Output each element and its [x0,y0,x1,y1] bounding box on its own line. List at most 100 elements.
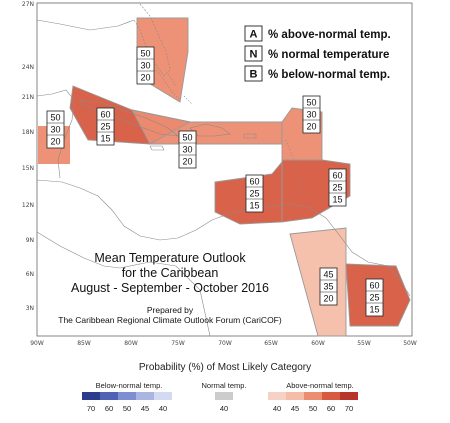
region-box-frame [365,278,384,317]
lon-tick-label: 90W [30,340,44,347]
region-normal-value: 25 [100,122,110,132]
region-box-southern-antilles: 60 25 15 [328,168,347,207]
legend-value: 70 [87,404,95,413]
zone-outlines [69,17,411,337]
region-box-abc-islands: 60 25 15 [245,174,264,213]
zone-outline-antilles [281,107,323,161]
legend-above-swatches: 40 45 50 60 70 [268,392,358,413]
legend-value: 45 [141,404,149,413]
region-normal-value: 25 [369,293,379,303]
category-key-background [240,20,406,86]
legend-swatch [118,392,136,400]
coast-cuba [79,99,179,137]
region-box-frame [319,267,338,306]
legend-value: 40 [273,404,281,413]
lat-ticks: 27N 24N 21N 18N 15N 12N 9N 6N 3N [22,1,34,312]
legend-swatch [100,392,118,400]
region-normal-value: 30 [140,61,150,71]
legend-value: 40 [220,404,228,413]
lat-tick-label: 9N [26,237,34,244]
region-above-value: 60 [332,171,342,181]
legend-swatch [304,392,322,400]
region-below-value: 15 [100,134,110,144]
region-below-value: 20 [140,73,150,83]
region-below-value: 20 [306,122,316,132]
legend-title: Probability (%) of Most Likely Category [139,362,311,373]
lon-tick-label: 85W [77,340,91,347]
coast-yucatan [36,89,75,179]
region-box-frame [302,95,321,134]
key-letter-box [244,65,263,82]
key-letter-box [244,25,263,42]
region-below-value: 15 [249,201,259,211]
zone-hispaniola [132,110,282,144]
legend-swatch [268,392,286,400]
legend-swatch [340,392,358,400]
legend-normal-label: Normal temp. [201,381,246,390]
legend-value: 40 [159,404,167,413]
lon-tick-label: 55W [357,340,371,347]
coast-antilles [285,139,303,197]
legend-swatch [136,392,154,400]
lat-tick-label: 24N [22,64,34,71]
region-box-frame [178,130,197,169]
region-probability-boxes: 50 30 20 50 30 20 60 25 15 50 30 [46,46,384,317]
lat-tick-label: 3N [26,305,34,312]
region-box-northern-antilles: 50 30 20 [302,95,321,134]
legend-swatch [82,392,100,400]
legend-below-label: Below-normal temp. [96,381,163,390]
coast-central-america [36,179,213,241]
legend-swatch [154,392,172,400]
region-above-value: 50 [182,133,192,143]
lon-tick-label: 50W [403,340,417,347]
lat-tick-label: 15N [22,165,34,172]
legend-value: 60 [105,404,113,413]
legend-swatch [286,392,304,400]
region-below-value: 20 [50,137,60,147]
region-box-suriname: 60 25 15 [365,278,384,317]
zone-outline-south-antilles [281,159,351,223]
region-box-cuba: 60 25 15 [96,107,115,146]
legend: Probability (%) of Most Likely Category … [82,362,358,413]
region-below-value: 20 [323,294,333,304]
region-above-value: 45 [323,270,333,280]
lat-tick-label: 12N [22,202,34,209]
key-letter-above: A [250,29,258,41]
title-line-3: August - September - October 2016 [71,281,269,295]
prepared-by-label: Prepared by [147,305,194,315]
lon-tick-label: 70W [218,340,232,347]
region-box-frame [46,110,65,149]
legend-swatch [215,392,233,400]
legend-value: 60 [327,404,335,413]
region-box-guyana: 45 35 20 [319,267,338,306]
legend-swatch [322,392,340,400]
title-line-1: Mean Temperature Outlook [94,251,246,265]
coast-puerto-rico [243,133,257,139]
zone-guyana [290,228,346,336]
region-above-value: 50 [140,49,150,59]
coast-gulf [36,19,135,31]
legend-below-swatches: 70 60 50 45 40 [82,392,172,413]
region-normal-value: 30 [306,110,316,120]
region-box-florida: 50 30 20 [136,46,155,85]
lon-tick-label: 75W [171,340,185,347]
key-text-below: % below-normal temp. [268,69,390,81]
lat-tick-label: 21N [22,94,34,101]
region-normal-value: 25 [249,189,259,199]
coast-pacific [36,231,211,337]
region-box-frame [245,174,264,213]
zone-outline-guyana [289,227,347,337]
region-normal-value: 30 [182,145,192,155]
legend-value: 50 [123,404,131,413]
category-key: A % above-normal temp. N % normal temper… [240,20,406,86]
lon-tick-label: 60W [311,340,325,347]
key-text-above: % above-normal temp. [268,29,391,41]
key-text-normal: % normal temperature [268,49,389,61]
region-box-frame [96,107,115,146]
lat-tick-label: 27N [22,1,34,8]
title-line-2: for the Caribbean [122,266,219,280]
lon-tick-label: 65W [264,340,278,347]
zone-outline-suriname [345,263,411,327]
